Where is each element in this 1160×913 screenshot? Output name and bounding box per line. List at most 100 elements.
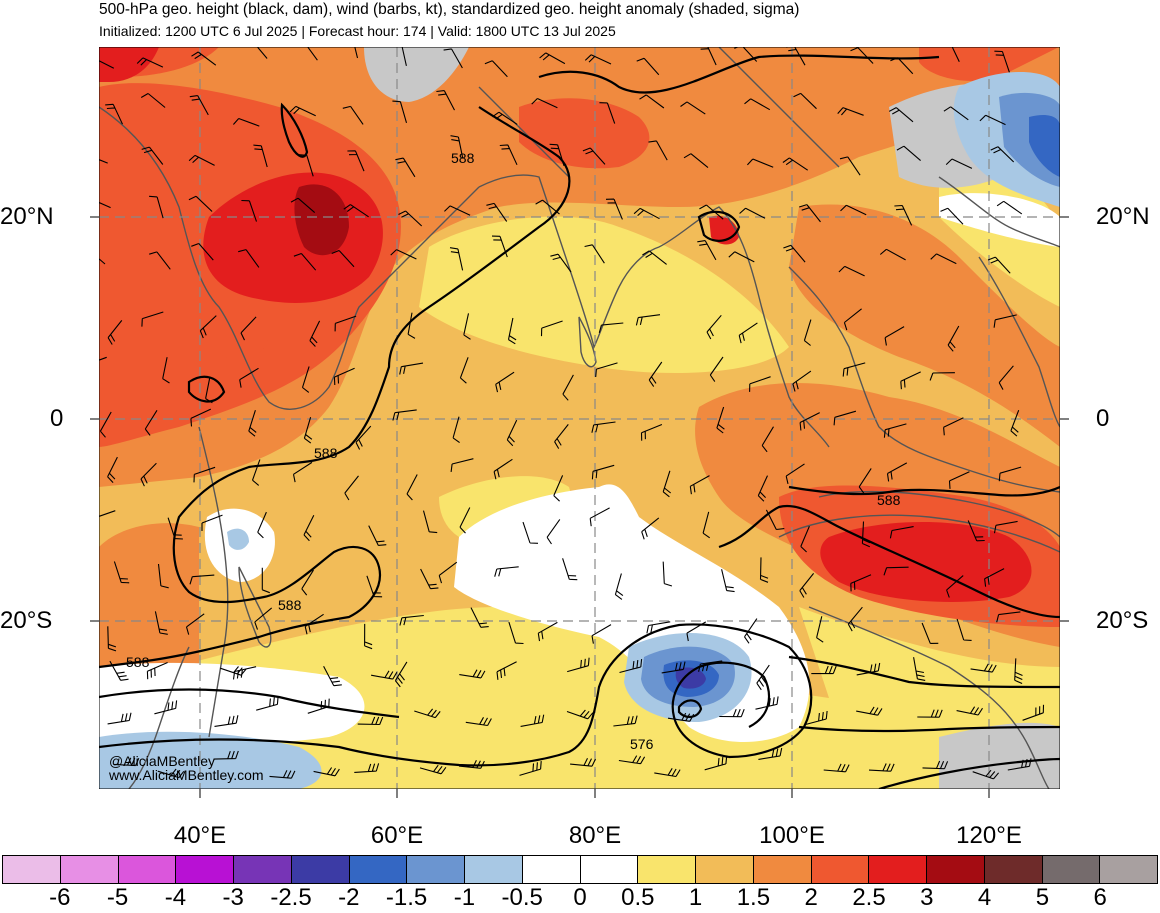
wind-barb bbox=[257, 511, 267, 539]
wind-barb bbox=[686, 621, 707, 642]
wind-barb bbox=[839, 156, 861, 176]
colorbar-label: 0.5 bbox=[621, 884, 655, 911]
wind-barb bbox=[605, 198, 623, 220]
wind-barb bbox=[398, 210, 423, 227]
wind-barb bbox=[990, 146, 1015, 163]
wind-barb bbox=[1007, 758, 1032, 771]
wind-barb bbox=[146, 661, 168, 680]
wind-barb bbox=[140, 462, 157, 487]
wind-barb bbox=[890, 57, 914, 75]
wind-barb bbox=[392, 100, 408, 124]
wind-barb bbox=[702, 511, 711, 539]
wind-barb bbox=[894, 204, 913, 226]
wind-barb bbox=[816, 616, 824, 643]
wind-barb bbox=[99, 411, 112, 438]
wind-barb bbox=[366, 575, 383, 598]
wind-barb bbox=[395, 157, 416, 178]
wind-barb bbox=[1022, 704, 1045, 721]
wind-barb bbox=[661, 661, 686, 674]
wind-barb bbox=[765, 509, 785, 531]
wind-barb bbox=[584, 244, 605, 264]
wind-barb bbox=[689, 475, 710, 495]
colorbar-swatch bbox=[696, 856, 754, 883]
colorbar-swatch bbox=[580, 856, 639, 883]
wind-barb bbox=[757, 475, 768, 502]
wind-barb bbox=[734, 47, 758, 62]
wind-barb bbox=[399, 362, 424, 375]
wind-barb bbox=[193, 466, 216, 483]
wind-barb bbox=[484, 60, 508, 78]
wind-barb bbox=[641, 517, 660, 540]
wind-barb bbox=[392, 409, 417, 421]
wind-barb bbox=[639, 94, 665, 109]
colorbar-swatch bbox=[984, 856, 1043, 883]
wind-barb bbox=[744, 618, 758, 644]
wind-barb bbox=[301, 569, 314, 596]
wind-barb bbox=[562, 374, 574, 401]
wind-barb bbox=[946, 575, 964, 598]
wind-barb bbox=[251, 459, 261, 486]
wind-barb bbox=[613, 715, 638, 727]
wind-barb bbox=[759, 557, 769, 583]
wind-barb bbox=[254, 607, 273, 630]
contour-label: 588 bbox=[314, 445, 338, 461]
wind-barb bbox=[493, 458, 513, 480]
wind-barb bbox=[719, 708, 745, 718]
wind-barb bbox=[307, 47, 318, 61]
wind-barb bbox=[792, 370, 812, 392]
wind-barb bbox=[554, 424, 569, 449]
wind-barb bbox=[984, 568, 1005, 587]
wind-barb bbox=[141, 311, 164, 327]
wind-barb bbox=[205, 376, 213, 404]
wind-barb bbox=[450, 458, 474, 472]
wind-barb bbox=[443, 48, 463, 69]
colorbar-label: -3 bbox=[222, 884, 244, 911]
wind-barb bbox=[800, 525, 810, 553]
wind-barb bbox=[972, 769, 1000, 780]
wind-barb bbox=[549, 143, 565, 167]
wind-barb bbox=[239, 367, 259, 388]
wind-barb bbox=[492, 111, 518, 125]
wind-barb bbox=[553, 475, 564, 502]
wind-barb bbox=[519, 761, 542, 776]
colorbar-label: -5 bbox=[106, 884, 129, 911]
wind-barb bbox=[698, 660, 723, 672]
colorbar bbox=[2, 855, 1158, 884]
colorbar-label: -6 bbox=[49, 884, 71, 911]
anomaly-blue-regions bbox=[99, 72, 1060, 789]
wind-barb bbox=[782, 157, 809, 171]
colorbar-swatch bbox=[927, 856, 985, 883]
wind-barb bbox=[811, 665, 837, 675]
wind-barb bbox=[301, 366, 310, 393]
colorbar-label: 5 bbox=[1035, 884, 1050, 911]
wind-barb bbox=[840, 204, 867, 216]
wind-barb bbox=[343, 204, 369, 218]
wind-barb bbox=[783, 244, 806, 263]
wind-barb bbox=[508, 621, 524, 645]
colorbar-label: -1.5 bbox=[385, 884, 428, 911]
wind-barb bbox=[419, 764, 447, 775]
wind-barb bbox=[635, 314, 661, 326]
wind-barb bbox=[401, 47, 407, 67]
wind-barb bbox=[947, 325, 960, 352]
wind-barb bbox=[546, 519, 561, 545]
lon-label-40e: 40°E bbox=[173, 822, 227, 849]
wind-barb bbox=[220, 666, 247, 676]
wind-barb bbox=[570, 757, 596, 767]
colorbar-swatch bbox=[407, 856, 465, 883]
wind-barb bbox=[728, 251, 755, 263]
wind-barb bbox=[680, 101, 706, 115]
wind-barb bbox=[342, 105, 364, 125]
wind-barb bbox=[495, 371, 515, 393]
wind-barb bbox=[463, 313, 471, 340]
wind-barb bbox=[438, 561, 458, 584]
wind-barb bbox=[721, 569, 735, 593]
wind-barb bbox=[189, 574, 215, 585]
wind-barb bbox=[107, 456, 118, 483]
wind-barb bbox=[289, 105, 316, 117]
wind-barb bbox=[540, 320, 563, 337]
colorbar-swatch bbox=[3, 856, 61, 883]
wind-barb bbox=[654, 768, 681, 778]
wind-barb bbox=[539, 52, 566, 65]
wind-barb bbox=[889, 526, 914, 539]
